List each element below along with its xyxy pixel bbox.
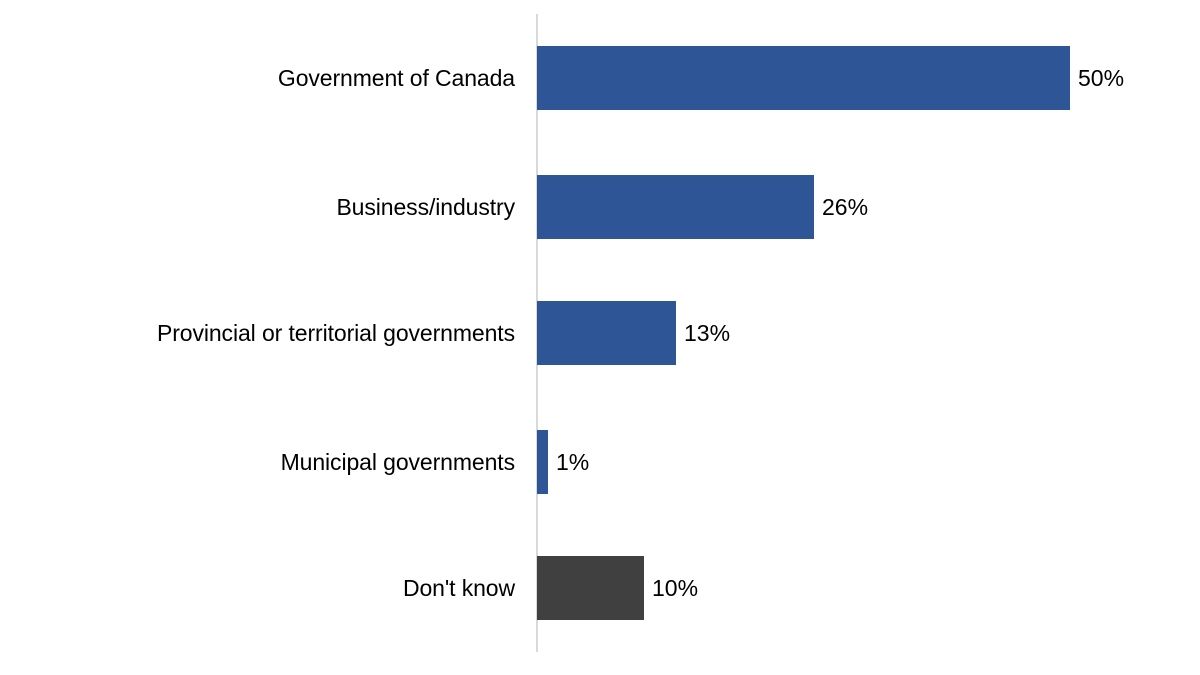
- category-label: Government of Canada: [277, 65, 515, 91]
- category-label: Business/industry: [336, 194, 515, 220]
- bar-row: Business/industry 26%: [0, 175, 1200, 239]
- bar-provincial-or-territorial-governments: [537, 301, 676, 365]
- bar-government-of-canada: [537, 46, 1070, 110]
- category-label: Provincial or territorial governments: [156, 320, 515, 346]
- bar-municipal-governments: [537, 430, 548, 494]
- bar-value-label: 26%: [822, 194, 869, 220]
- bar-value-label: 10%: [652, 575, 699, 601]
- category-label: Municipal governments: [280, 449, 516, 475]
- bar-row: Municipal governments 1%: [0, 430, 1200, 494]
- bar-row: Government of Canada 50%: [0, 46, 1200, 110]
- category-label: Don't know: [402, 575, 515, 601]
- bar-dont-know: [537, 556, 644, 620]
- bar-value-label: 13%: [684, 320, 731, 346]
- bar-row: Provincial or territorial governments 13…: [0, 301, 1200, 365]
- bar-value-label: 1%: [556, 449, 590, 475]
- bar-row: Don't know 10%: [0, 556, 1200, 620]
- bar-value-label: 50%: [1078, 65, 1125, 91]
- bar-business-industry: [537, 175, 814, 239]
